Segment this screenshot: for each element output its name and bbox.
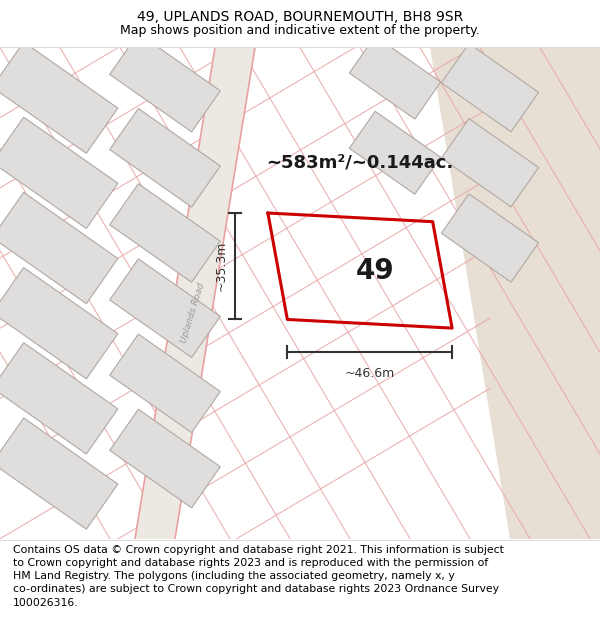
- Polygon shape: [110, 184, 220, 282]
- Polygon shape: [0, 117, 118, 229]
- Polygon shape: [442, 119, 539, 207]
- Polygon shape: [349, 36, 440, 119]
- Polygon shape: [0, 342, 118, 454]
- Text: 49: 49: [356, 257, 394, 284]
- Polygon shape: [110, 33, 220, 132]
- Text: ~35.3m: ~35.3m: [215, 241, 227, 291]
- Text: 49, UPLANDS ROAD, BOURNEMOUTH, BH8 9SR: 49, UPLANDS ROAD, BOURNEMOUTH, BH8 9SR: [137, 11, 463, 24]
- Polygon shape: [0, 192, 118, 304]
- Polygon shape: [430, 48, 600, 539]
- Polygon shape: [0, 42, 118, 153]
- Polygon shape: [442, 44, 539, 132]
- Text: ~46.6m: ~46.6m: [344, 367, 395, 380]
- Polygon shape: [110, 109, 220, 207]
- Polygon shape: [110, 409, 220, 508]
- Text: Contains OS data © Crown copyright and database right 2021. This information is : Contains OS data © Crown copyright and d…: [13, 545, 504, 608]
- Polygon shape: [442, 194, 539, 282]
- Polygon shape: [110, 259, 220, 358]
- Text: ~583m²/~0.144ac.: ~583m²/~0.144ac.: [266, 154, 454, 172]
- Polygon shape: [349, 111, 440, 194]
- Polygon shape: [0, 268, 118, 379]
- Polygon shape: [110, 334, 220, 432]
- Text: Map shows position and indicative extent of the property.: Map shows position and indicative extent…: [120, 24, 480, 37]
- Text: Uplands Road: Uplands Road: [179, 282, 206, 344]
- Polygon shape: [135, 48, 255, 539]
- Polygon shape: [0, 418, 118, 529]
